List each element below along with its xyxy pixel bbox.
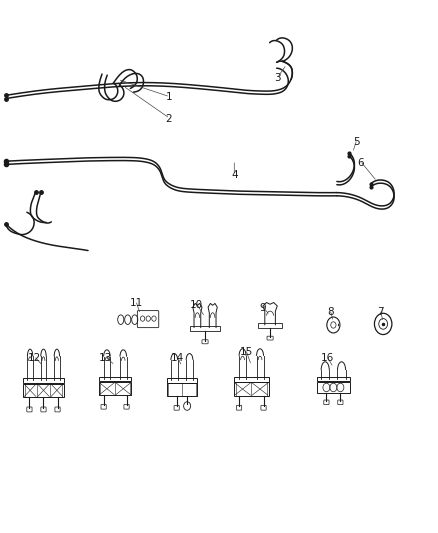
- Bar: [99, 377, 131, 382]
- Text: 7: 7: [377, 306, 384, 317]
- Bar: [190, 326, 220, 332]
- Text: 3: 3: [275, 73, 281, 83]
- Bar: [317, 377, 350, 382]
- Text: 2: 2: [166, 114, 172, 124]
- Text: 8: 8: [327, 306, 334, 317]
- Text: 1: 1: [166, 92, 172, 102]
- Bar: [234, 383, 269, 395]
- Bar: [23, 378, 64, 383]
- Bar: [234, 377, 269, 382]
- Bar: [258, 323, 282, 328]
- Text: 12: 12: [28, 353, 41, 363]
- Bar: [23, 384, 64, 397]
- Text: 14: 14: [171, 353, 184, 363]
- Text: 11: 11: [129, 297, 143, 308]
- Text: 4: 4: [231, 170, 237, 180]
- Bar: [99, 382, 131, 395]
- Bar: [166, 383, 197, 396]
- Bar: [166, 378, 197, 383]
- Text: 5: 5: [353, 136, 360, 147]
- Text: 16: 16: [321, 353, 334, 363]
- Text: 6: 6: [357, 158, 364, 168]
- Text: 15: 15: [240, 346, 253, 357]
- Text: 10: 10: [190, 300, 203, 310]
- Text: 13: 13: [99, 353, 112, 363]
- Text: 9: 9: [259, 303, 266, 313]
- Bar: [317, 382, 350, 393]
